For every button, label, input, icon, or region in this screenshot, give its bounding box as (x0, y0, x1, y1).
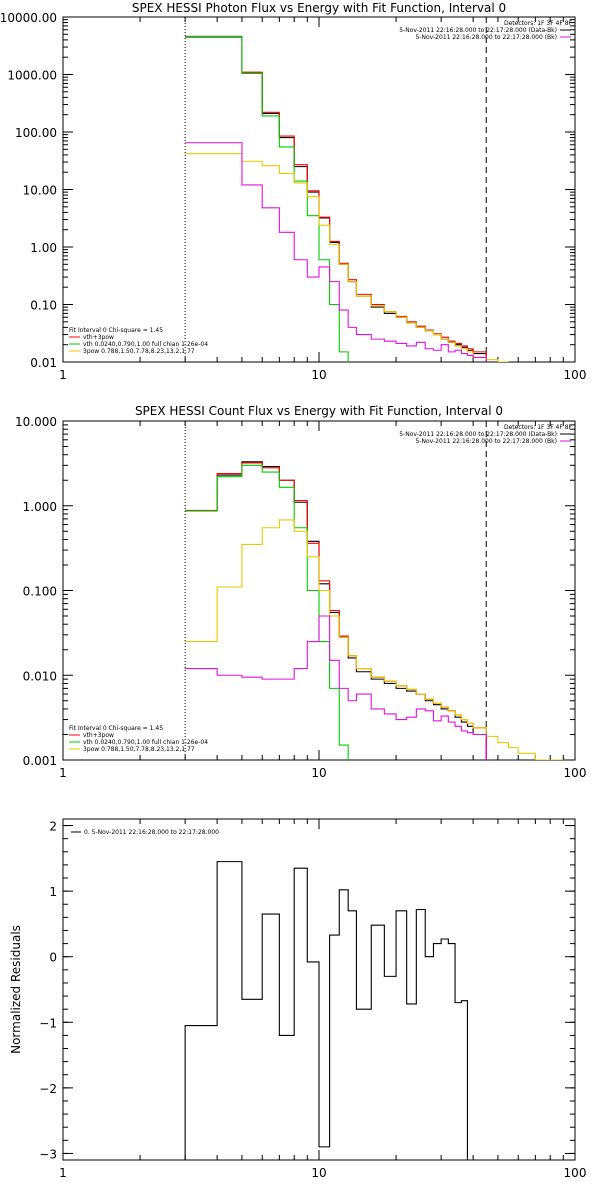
y-tick-label: 1 (49, 885, 57, 899)
y-tick-label: 100.00 (15, 126, 57, 140)
legend-entry: 3pow 0.788,1.50,7.78,8.23,13.2,1.77 (83, 348, 195, 355)
series-group (185, 461, 564, 760)
legend-entry: 0. 5-Nov-2011 22:16:28.000 to 22:17:28.0… (84, 829, 219, 836)
series-line (185, 35, 357, 362)
y-tick-label: 0.100 (23, 585, 57, 599)
series-group (185, 35, 509, 362)
y-tick-label: 0.01 (30, 356, 57, 370)
series-line (185, 462, 487, 760)
x-tick-label: 10 (311, 368, 326, 382)
plot-frame (62, 16, 576, 363)
y-tick-label: 1.00 (30, 241, 57, 255)
series-line (185, 35, 487, 362)
x-tick-label: 1 (59, 1166, 67, 1180)
legend-entry: Detectors: 1F 3F 4F 8F (504, 20, 573, 27)
y-tick-label: 10.000 (15, 415, 57, 429)
y-tick-label: −2 (39, 1082, 57, 1096)
x-tick-label: 1 (59, 766, 67, 780)
legend-entry: 5-Nov-2011 22:16:28.000 to 22:17:28.000 … (399, 27, 557, 34)
y-tick-label: 0.10 (30, 299, 57, 313)
legend-entry: Fit Interval 0 Chi-square = 1.45 (69, 725, 163, 732)
series-line (185, 464, 349, 760)
legend-entry: 5-Nov-2011 22:16:28.000 to 22:17:28.000 … (399, 431, 557, 438)
y-tick-label: −3 (39, 1147, 57, 1161)
x-tick-label: 100 (564, 1166, 587, 1180)
y-tick-label: −1 (39, 1016, 57, 1030)
chart-title: SPEX HESSI Photon Flux vs Energy with Fi… (132, 1, 506, 15)
series-line (184, 861, 468, 1160)
series-line (185, 519, 564, 760)
y-tick-label: 0.001 (23, 754, 57, 768)
y-tick-label: 10000.00 (0, 11, 57, 25)
x-tick-label: 10 (311, 766, 326, 780)
count-flux-panel: SPEX HESSI Count Flux vs Energy with Fit… (15, 404, 586, 780)
y-tick-label: 1.000 (23, 500, 57, 514)
x-tick-label: 1 (59, 368, 67, 382)
photon-flux-panel: SPEX HESSI Photon Flux vs Energy with Fi… (0, 1, 587, 382)
legend-entry: Detectors: 1F 3F 4F 8F (504, 424, 573, 431)
legend-entry: 3pow 0.788,1.50,7.78,8.23,13.2,1.77 (83, 746, 195, 753)
y-tick-label: 1000.00 (7, 69, 57, 83)
residuals-panel: 1 10 100 −3 −2 −1 0 1 2 Normalized Residuals 0. 5-… (9, 818, 587, 1180)
legend-entry: 5-Nov-2011 22:16:28.000 to 22:17:28.000 … (415, 34, 557, 41)
legend-entry: vth 0.0240,0.790,1.00 full chian 1.26e-0… (83, 341, 208, 348)
y-tick-label: 2 (49, 820, 57, 834)
y-axis-label: Normalized Residuals (9, 925, 23, 1054)
legend-entry: vth+3pow (83, 334, 114, 341)
x-tick-label: 10 (311, 1166, 326, 1180)
y-tick-label: 0 (49, 951, 57, 965)
legend-entry: vth 0.0240,0.790,1.00 full chian 1.26e-0… (83, 739, 208, 746)
x-tick-label: 100 (564, 368, 587, 382)
legend-entry: 5-Nov-2011 22:16:28.000 to 22:17:28.000 … (415, 438, 557, 445)
x-tick-label: 100 (564, 766, 587, 780)
legend-entry: vth+3pow (83, 732, 114, 739)
series-line (185, 142, 487, 362)
series-line (185, 36, 487, 362)
y-tick-label: 10.00 (23, 184, 57, 198)
series-group (184, 861, 468, 1160)
chart-title: SPEX HESSI Count Flux vs Energy with Fit… (135, 404, 503, 418)
legend-entry: Fit Interval 0 Chi-square = 1.45 (69, 327, 163, 334)
y-tick-label: 0.010 (23, 669, 57, 683)
series-line (185, 615, 487, 760)
series-line (185, 153, 509, 362)
